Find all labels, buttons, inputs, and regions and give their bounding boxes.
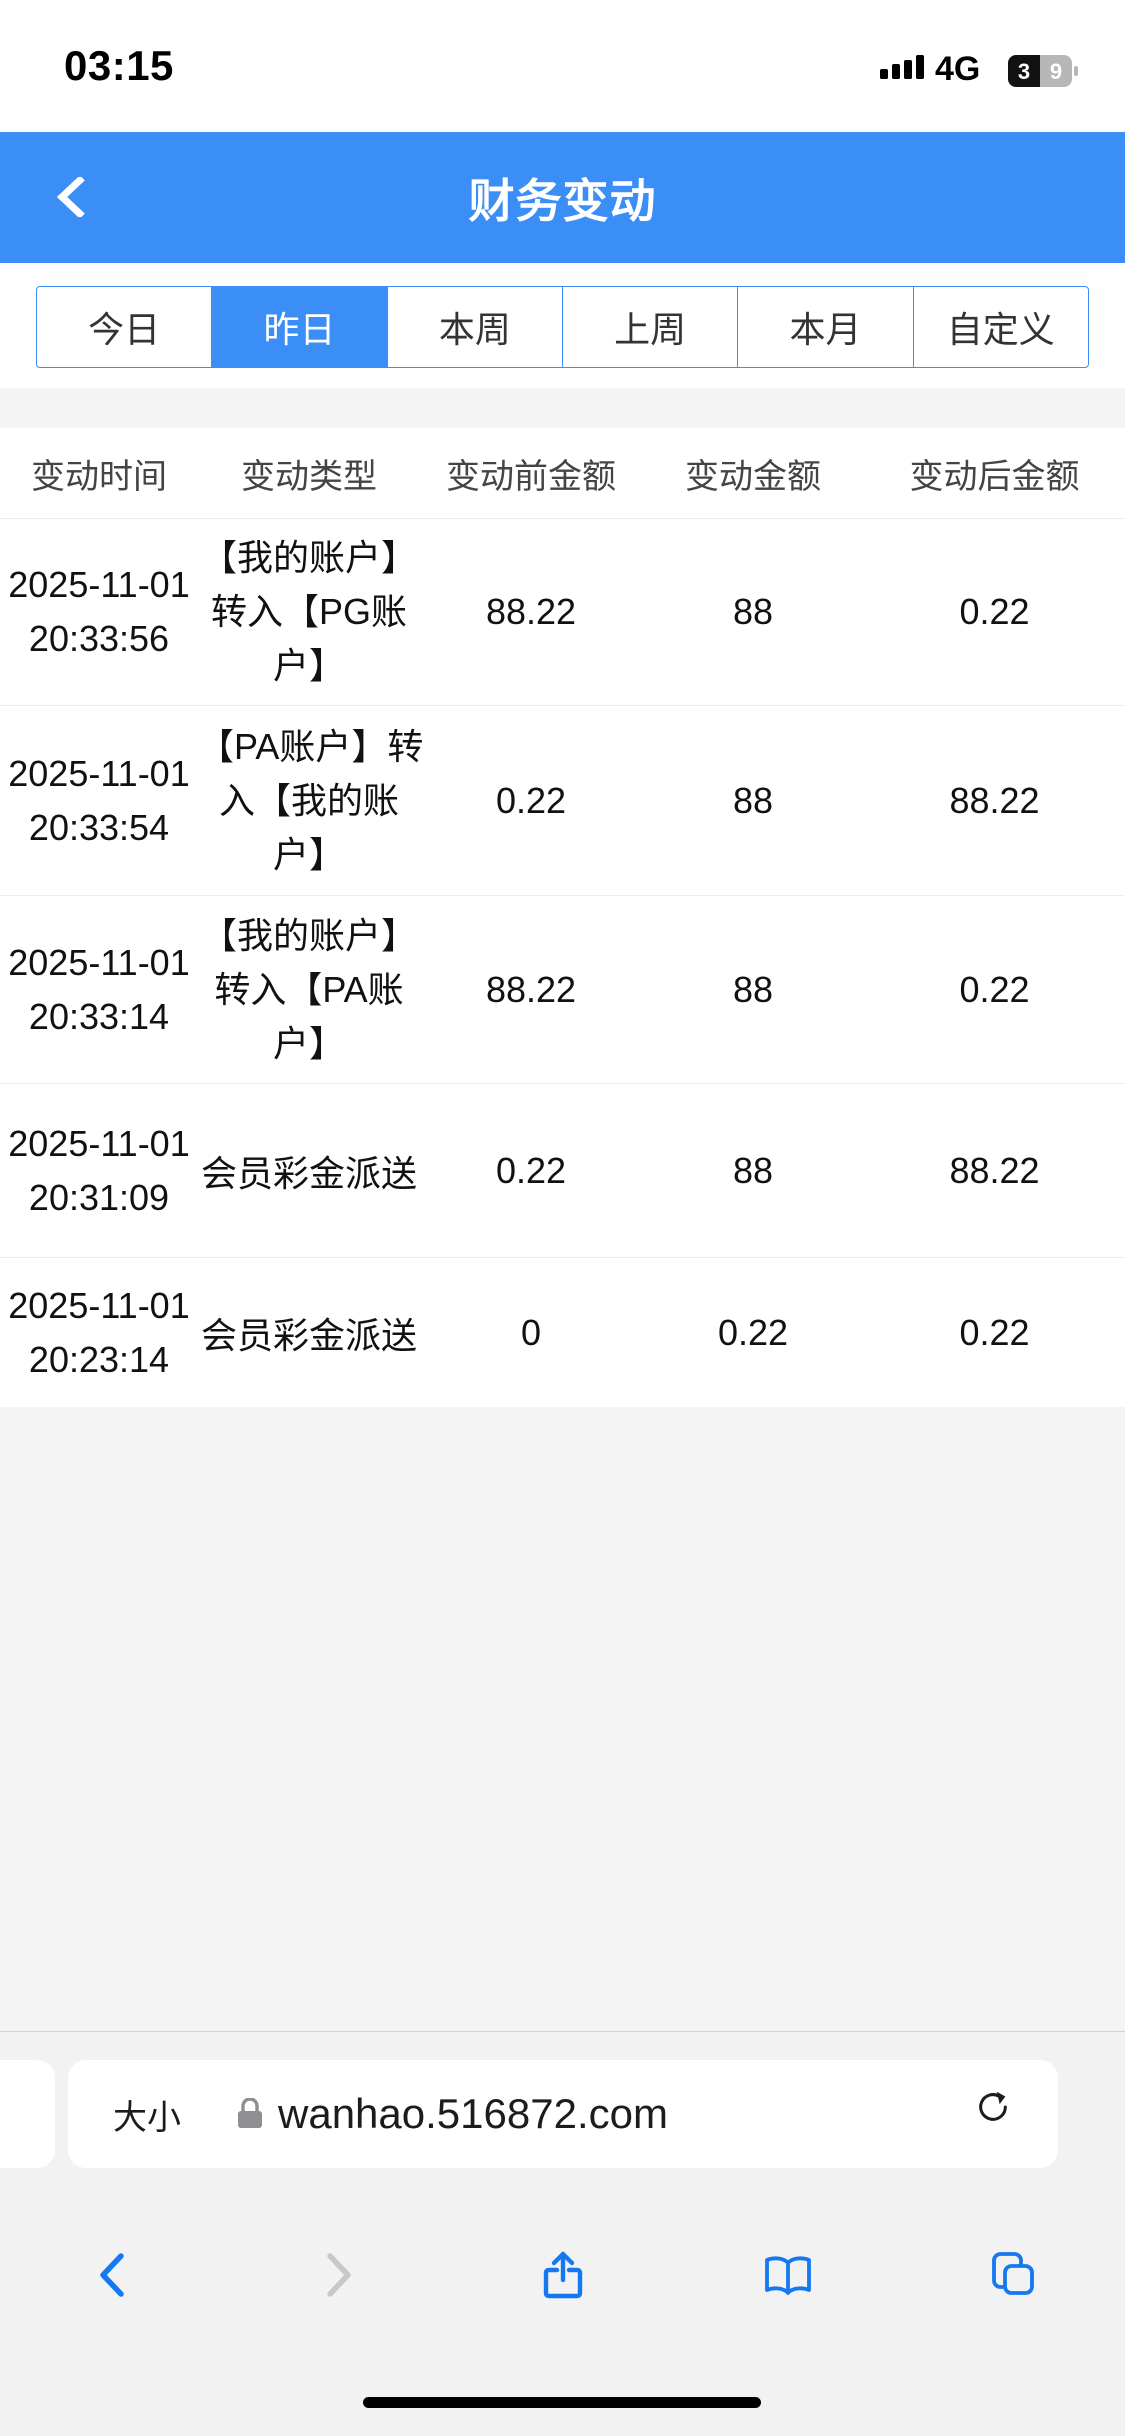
svg-text:3: 3	[1018, 59, 1030, 84]
svg-text:9: 9	[1050, 59, 1062, 84]
